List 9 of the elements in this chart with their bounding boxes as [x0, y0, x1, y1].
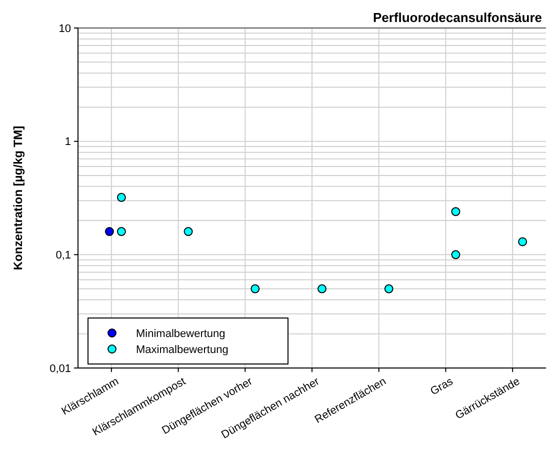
legend-label: Minimalbewertung [136, 328, 226, 340]
y-tick-label: 0,01 [50, 362, 71, 375]
y-axis-title: Konzentration [µg/kg TM] [11, 126, 25, 270]
y-tick-label: 1 [64, 136, 71, 148]
x-tick-label: Gras [428, 375, 456, 398]
y-tick-label: 0,1 [56, 250, 71, 262]
chart-title: Perfluorodecansulfonsäure [372, 10, 542, 25]
y-tick-label: 10 [58, 22, 71, 35]
legend-label: Maximalbewertung [136, 344, 228, 356]
